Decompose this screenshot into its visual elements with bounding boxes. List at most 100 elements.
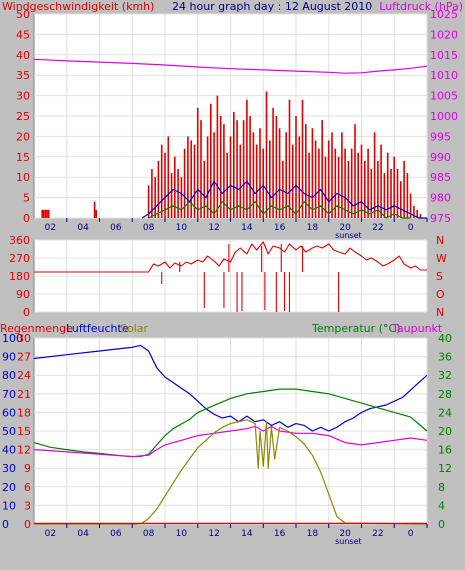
wind-speed-bar [187,136,189,218]
wind-speed-bar [341,132,343,218]
humidity-y-tick-label: 60 [2,406,16,419]
temperature-y-tick-label: 8 [438,481,445,494]
humidity-y-tick-label: 20 [2,481,16,494]
wind-speed-bar [321,120,323,218]
wind-speed-bar [223,124,225,218]
compass-label: N [436,306,444,319]
temperature-y-tick-label: 4 [438,499,445,512]
wind-speed-bar [364,160,366,218]
wind-speed-bar [44,209,47,218]
rain-y-tick-label: 30 [17,332,31,345]
wind-speed-bar [174,156,176,218]
wind-speed-bar [210,103,212,218]
direction-y-tick-label: 270 [9,252,30,265]
wind-direction-line [34,241,427,273]
wind-panel-x-tick-label: 14 [241,223,253,233]
wind-speed-bar [196,107,199,218]
wind-speed-bar [177,169,179,218]
wind-speed-bar [233,111,235,218]
wind-y-tick-label: 45 [16,28,30,41]
climate-panel-x-tick-label: 02 [45,529,56,539]
wind-speed-bar [170,173,173,218]
rain-y-tick-label: 15 [17,425,31,438]
wind-speed-bar [41,209,43,218]
wind-speed-bar [344,148,346,218]
wind-speed-bar [383,173,386,218]
wind-speed-bar [278,128,281,218]
wind-speed-bar [409,193,412,218]
wind-speed-bar [275,116,278,218]
wind-panel-x-tick-label: 16 [274,223,286,233]
solar-axis-label: Solar [120,322,149,335]
wind-speed-bar [393,156,395,218]
wind-speed-bar [272,107,274,218]
temperature-y-tick-label: 20 [438,425,452,438]
humidity-y-tick-label: 0 [2,518,9,531]
pressure-y-tick-label: 1025 [430,8,458,21]
wind-speed-bar [311,128,314,218]
pressure-y-tick-label: 1000 [430,110,458,123]
pressure-y-tick-label: 980 [430,192,451,205]
wind-speed-bar [93,201,96,218]
humidity-y-tick-label: 10 [2,499,16,512]
wind-speed-bar [167,136,170,218]
rain-y-tick-label: 0 [24,518,31,531]
rain-y-tick-label: 12 [17,444,31,457]
wind-speed-bar [151,169,153,218]
wind-y-tick-label: 20 [16,130,30,143]
wind-speed-bar [406,173,409,218]
wind-speed-bar [200,120,202,218]
direction-y-tick-label: 180 [9,270,30,283]
humidity-y-tick-label: 100 [2,332,23,345]
pressure-y-tick-label: 1020 [430,28,458,41]
humidity-y-tick-label: 80 [2,369,16,382]
wind-speed-bar [239,144,242,218]
wind-speed-bar [396,169,399,218]
wind-speed-bar [295,116,297,218]
wind-speed-bar [386,152,389,218]
temperature-axis-label: Temperatur (°C) [311,322,400,335]
climate-panel-x-tick-label: 04 [77,529,89,539]
rain-axis-label: Regenmenge [0,322,73,335]
direction-y-tick-label: 90 [16,288,30,301]
pressure-y-tick-label: 985 [430,171,451,184]
climate-panel-sunset-label: sunset [335,537,362,546]
compass-label: W [436,252,447,265]
temperature-y-tick-label: 28 [438,388,452,401]
wind-speed-bar [269,140,271,218]
climate-panel-x-tick-label: 10 [176,529,188,539]
wind-speed-bar [416,209,418,218]
wind-y-tick-label: 30 [16,90,30,103]
rain-y-tick-label: 3 [24,499,31,512]
direction-y-tick-label: 0 [23,306,30,319]
wind-axis-label: Windgeschwindigkeit (kmh) [2,0,154,13]
temperature-y-tick-label: 24 [438,406,452,419]
wind-speed-bar [400,181,402,218]
wind-speed-bar [213,132,215,218]
wind-line [148,201,411,219]
climate-panel-x-tick-label: 06 [110,529,122,539]
wind-speed-bar [249,116,251,218]
climate-panel-x-tick-label: 20 [339,529,351,539]
climate-panel-x-tick-label: 16 [274,529,286,539]
wind-speed-bar [370,169,373,218]
temperature-y-tick-label: 40 [438,332,452,345]
climate-panel-x-tick-label: 14 [241,529,253,539]
temperature-y-tick-label: 36 [438,351,452,364]
wind-speed-bar [242,120,245,218]
compass-label: O [436,288,445,301]
wind-speed-bar [334,148,337,218]
wind-speed-bar [380,144,382,218]
wind-speed-bar [327,140,330,218]
wind-speed-bar [164,152,166,218]
chart-title: 24 hour graph day : 12 August 2010 [172,0,372,13]
wind-speed-bar [288,99,291,218]
wind-speed-bar [367,148,369,218]
wind-panel-x-tick-label: 04 [77,223,89,233]
wind-speed-bar [350,148,353,218]
humidity-y-tick-label: 50 [2,425,16,438]
wind-speed-bar [419,213,422,218]
pressure-y-tick-label: 995 [430,130,451,143]
